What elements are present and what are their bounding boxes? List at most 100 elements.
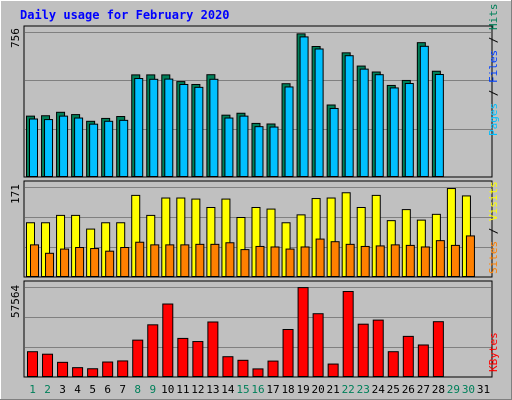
- sites-bar: [105, 250, 115, 277]
- sites-bar: [75, 247, 85, 277]
- kbytes-bar: [372, 319, 384, 378]
- day-label: 8: [134, 383, 141, 396]
- day-label: 5: [89, 383, 96, 396]
- day-label: 21: [327, 383, 340, 396]
- kbytes-panel: [23, 280, 493, 378]
- files-bar: [134, 78, 144, 177]
- day-label: 29: [447, 383, 460, 396]
- day-label: 12: [191, 383, 204, 396]
- files-bar: [344, 55, 354, 177]
- sites-bar: [315, 238, 325, 277]
- chart-title: Daily usage for February 2020: [20, 8, 230, 22]
- kbytes-legend: KBytes: [487, 332, 500, 372]
- files-bar: [224, 117, 234, 177]
- day-label: 31: [477, 383, 490, 396]
- kbytes-bar: [177, 337, 189, 377]
- sites-bar: [180, 244, 190, 278]
- kbytes-bar: [252, 368, 264, 378]
- visits-sites-panel: [23, 180, 493, 278]
- kbytes-bar: [57, 361, 69, 377]
- kbytes-bar: [207, 321, 219, 377]
- day-label: 15: [236, 383, 249, 396]
- hits-files-panel: [23, 25, 493, 178]
- files-bar: [404, 83, 414, 177]
- sites-bar: [195, 243, 205, 277]
- kbytes-bar: [387, 351, 399, 378]
- sites-bar: [165, 244, 175, 278]
- files-bar: [434, 74, 444, 177]
- files-bar: [239, 115, 249, 177]
- kbytes-max-label: 57564: [9, 285, 22, 318]
- day-label: 11: [176, 383, 189, 396]
- files-bar: [164, 78, 174, 177]
- files-bar: [59, 115, 69, 177]
- sites-bar: [375, 245, 385, 277]
- day-label: 13: [206, 383, 219, 396]
- day-label: 4: [74, 383, 81, 396]
- files-bar: [299, 36, 309, 177]
- hits-max-label: 756: [9, 28, 22, 48]
- legend-pages: Pages: [487, 103, 500, 136]
- kbytes-bar: [297, 287, 309, 378]
- kbytes-bar: [162, 303, 174, 377]
- kbytes-bar: [222, 356, 234, 377]
- day-label: 25: [387, 383, 400, 396]
- legend-sites: Sites: [487, 241, 500, 274]
- files-bar: [29, 118, 38, 177]
- day-label: 14: [221, 383, 235, 396]
- kbytes-bar: [42, 353, 54, 378]
- sites-bar: [210, 243, 220, 277]
- kbytes-bar: [87, 368, 99, 378]
- sites-bar: [90, 248, 100, 277]
- kbytes-bar: [282, 329, 294, 377]
- sites-bar: [345, 243, 355, 277]
- day-label: 9: [149, 383, 156, 396]
- kbytes-bar: [417, 344, 429, 377]
- day-label: 3: [59, 383, 66, 396]
- day-label: 28: [432, 383, 445, 396]
- day-label: 1: [29, 383, 36, 396]
- files-bar: [419, 45, 429, 177]
- kbytes-bar: [72, 367, 84, 377]
- sites-bar: [360, 245, 370, 278]
- day-label: 20: [312, 383, 325, 396]
- legend-files: Files: [487, 50, 500, 83]
- files-bar: [89, 123, 99, 177]
- kbytes-bar: [267, 360, 279, 378]
- files-bar: [194, 86, 204, 177]
- kbytes-bar: [357, 323, 369, 377]
- day-label: 23: [357, 383, 370, 396]
- day-label: 10: [161, 383, 174, 396]
- files-bar: [209, 78, 219, 177]
- day-label: 22: [342, 383, 355, 396]
- sites-bar: [60, 248, 70, 278]
- sites-bar: [135, 241, 145, 278]
- kbytes-bar: [342, 291, 354, 377]
- visits-legend: Sites / Visits: [487, 181, 500, 274]
- files-bar: [269, 126, 279, 177]
- sites-bar: [270, 246, 280, 277]
- legend-sep-3: /: [487, 221, 500, 241]
- files-bar: [389, 87, 399, 177]
- kbytes-bar: [237, 359, 249, 378]
- files-bar: [44, 119, 54, 177]
- sites-bar: [465, 235, 475, 277]
- sites-bar: [150, 244, 160, 278]
- hits-legend: Pages / Files / Hits: [487, 4, 500, 137]
- kbytes-bar: [432, 321, 444, 378]
- files-bar: [374, 74, 384, 177]
- legend-hits: Hits: [487, 4, 500, 31]
- legend-sep-2: /: [487, 30, 500, 50]
- sites-bar: [330, 241, 340, 277]
- files-bar: [119, 119, 129, 178]
- kbytes-bar: [117, 360, 129, 378]
- day-label: 17: [266, 383, 279, 396]
- day-label: 24: [372, 383, 386, 396]
- sites-bar: [420, 246, 430, 277]
- legend-sep-1: /: [487, 83, 500, 103]
- files-bar: [104, 120, 114, 177]
- sites-bar: [240, 249, 250, 278]
- day-label: 19: [296, 383, 309, 396]
- sites-bar: [255, 245, 265, 278]
